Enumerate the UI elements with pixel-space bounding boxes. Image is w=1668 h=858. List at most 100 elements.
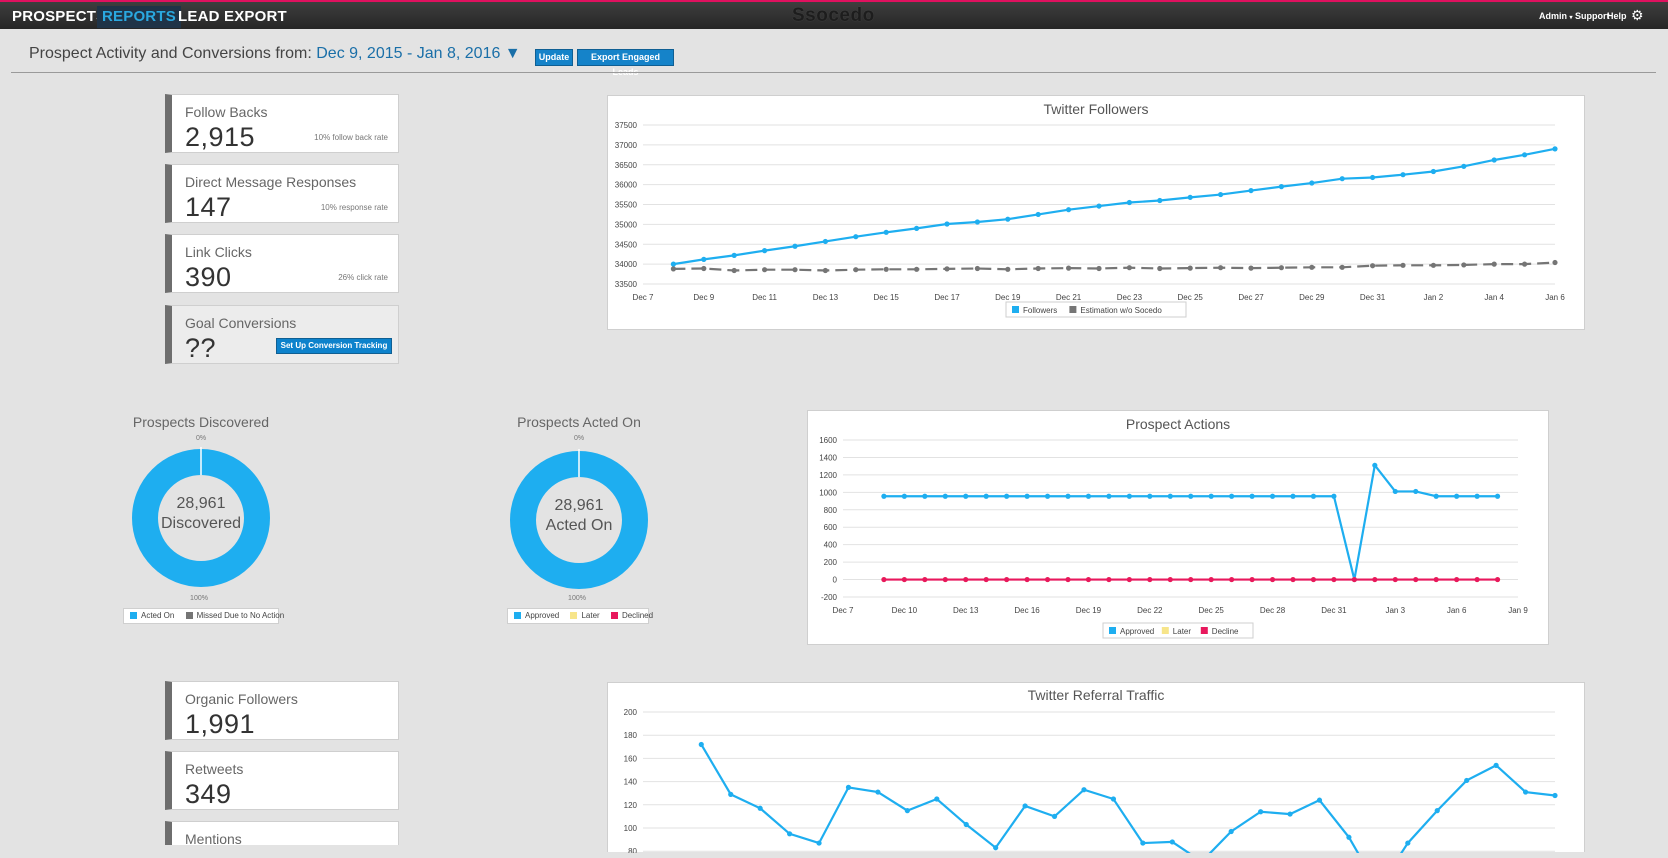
caret-down-icon: ▾ xyxy=(1569,15,1573,21)
gear-icon[interactable]: ⚙ xyxy=(1631,7,1644,23)
legend-swatch xyxy=(130,612,137,619)
data-point xyxy=(1269,576,1276,583)
data-point xyxy=(1464,777,1470,784)
chart-title: Prospect Actions xyxy=(1126,416,1230,432)
x-tick-label: Dec 28 xyxy=(1260,606,1286,615)
legend-label: Later xyxy=(581,611,600,620)
data-point xyxy=(1126,576,1132,583)
data-point xyxy=(1248,187,1254,194)
donut-legend-discovered: Acted On Missed Due to No Action xyxy=(123,608,284,624)
data-point xyxy=(1229,493,1235,499)
x-tick-label: Dec 16 xyxy=(1014,606,1040,615)
data-point xyxy=(1454,576,1460,583)
data-point xyxy=(1249,576,1255,583)
data-point xyxy=(1044,493,1051,499)
data-point xyxy=(1522,789,1529,795)
date-range-picker[interactable]: Dec 9, 2015 - Jan 8, 2016 ▼ xyxy=(316,45,521,62)
data-point xyxy=(1310,576,1317,583)
data-point xyxy=(670,266,676,272)
data-point xyxy=(1331,576,1337,583)
legend-item[interactable]: Acted On xyxy=(130,611,174,620)
y-tick-label: 100 xyxy=(624,824,638,833)
data-point xyxy=(901,576,907,583)
export-engaged-leads-button[interactable]: Export Engaged Leads xyxy=(577,49,674,77)
data-point xyxy=(1096,203,1102,209)
data-point xyxy=(1188,493,1194,499)
stat-label: Direct Message Responses xyxy=(185,174,357,190)
data-point xyxy=(942,493,948,499)
donut-title-acted-on: Prospects Acted On xyxy=(517,414,641,430)
data-point xyxy=(1157,265,1163,272)
data-point xyxy=(974,219,980,225)
legend-swatch xyxy=(570,612,578,619)
data-point xyxy=(1096,265,1102,272)
twitter-followers-chart: Twitter Followers 33500 34000 34500 35000 35… xyxy=(615,101,1565,318)
legend-item[interactable]: Missed Due to No Action xyxy=(185,611,284,620)
data-point xyxy=(904,808,910,814)
data-point xyxy=(1309,264,1315,270)
data-point xyxy=(1287,811,1293,817)
data-point xyxy=(1290,493,1296,499)
y-tick-label: 1400 xyxy=(819,453,837,462)
legend-label: Followers xyxy=(1023,306,1057,315)
data-point xyxy=(942,576,948,583)
nav-lead-export[interactable]: LEAD EXPORT xyxy=(178,8,287,25)
data-point xyxy=(983,576,989,583)
stat-value: 1,991 xyxy=(185,709,256,739)
data-point xyxy=(1258,809,1264,815)
data-point xyxy=(1290,576,1296,583)
data-point xyxy=(1413,576,1419,583)
data-point xyxy=(1434,808,1440,814)
x-tick-label: Dec 13 xyxy=(813,293,839,302)
x-tick-label: Jan 9 xyxy=(1508,606,1528,615)
admin-label: Admin xyxy=(1539,11,1567,21)
data-point xyxy=(1433,576,1439,583)
stat-rate: 26% click rate xyxy=(338,273,388,282)
stat-value: 349 xyxy=(185,779,232,809)
legend-swatch xyxy=(1200,627,1208,634)
data-point xyxy=(1167,493,1173,499)
legend-swatch xyxy=(185,612,193,619)
help-link[interactable]: Help xyxy=(1607,11,1627,21)
data-point xyxy=(816,840,822,846)
legend-item[interactable]: Declined xyxy=(610,611,653,620)
legend-label: Acted On xyxy=(141,611,175,620)
setup-conversion-tracking-button[interactable]: Set Up Conversion Tracking xyxy=(276,338,392,354)
data-point xyxy=(1085,576,1092,583)
legend-item[interactable]: Later xyxy=(570,611,600,620)
legend-swatch xyxy=(514,612,521,619)
data-point xyxy=(1316,797,1323,803)
socedo-logo[interactable]: Ssocedo xyxy=(792,5,875,26)
nav-reports[interactable]: REPORTS xyxy=(97,6,181,28)
chart-title: Twitter Followers xyxy=(1043,101,1148,117)
support-link[interactable]: Support xyxy=(1575,11,1610,21)
donut-bottom-label: 100% xyxy=(190,595,208,602)
nav-prospects[interactable]: PROSPECTS xyxy=(12,8,107,25)
data-point xyxy=(1552,259,1558,266)
stat-card-dm-responses: Direct Message Responses 147 10% respons… xyxy=(165,164,399,223)
data-point xyxy=(1187,265,1193,271)
data-point xyxy=(731,252,737,258)
data-point xyxy=(1494,493,1501,499)
stat-label: Follow Backs xyxy=(185,104,268,120)
data-point xyxy=(701,265,707,272)
update-button[interactable]: Update xyxy=(535,49,573,66)
data-point xyxy=(1218,265,1224,271)
admin-menu[interactable]: Admin ▾ xyxy=(1539,11,1573,21)
data-point xyxy=(1491,261,1497,267)
x-tick-label: Dec 9 xyxy=(693,293,714,302)
x-tick-label: Dec 27 xyxy=(1238,293,1264,302)
data-point xyxy=(792,243,798,249)
x-tick-label: Dec 25 xyxy=(1178,293,1204,302)
data-point xyxy=(1370,174,1376,181)
data-point xyxy=(914,225,920,231)
data-point xyxy=(1035,265,1041,272)
legend-item[interactable]: Approved xyxy=(514,611,559,620)
top-nav-bar: PROSPECTS REPORTS LEAD EXPORT Ssocedo Ad… xyxy=(0,0,1668,29)
data-point xyxy=(670,261,676,267)
data-point xyxy=(1339,176,1345,182)
data-point xyxy=(1552,146,1558,152)
data-point xyxy=(1269,493,1276,499)
data-point xyxy=(1081,787,1087,793)
y-tick-label: 800 xyxy=(824,506,838,515)
